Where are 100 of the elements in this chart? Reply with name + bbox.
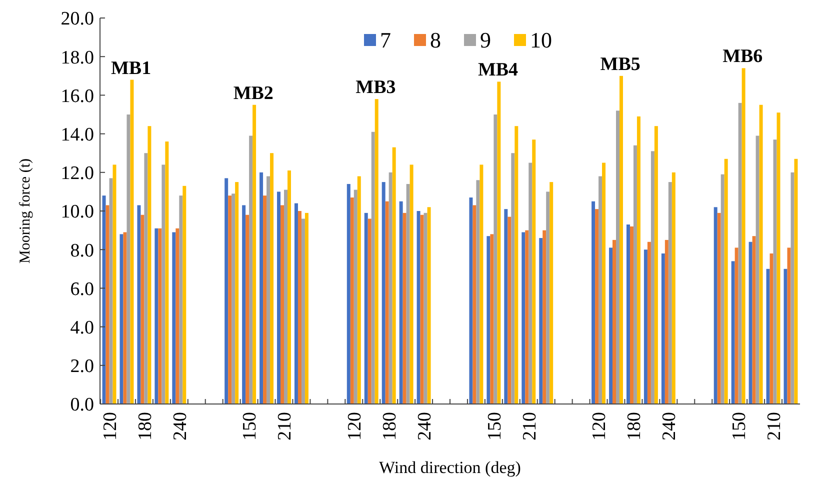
bar <box>106 205 110 404</box>
x-tick-label: 120 <box>344 412 366 440</box>
bar <box>304 212 308 404</box>
bar <box>368 218 372 404</box>
bar <box>514 126 518 404</box>
bar <box>346 184 350 404</box>
bar <box>612 240 616 404</box>
bar <box>270 153 274 404</box>
x-tick-label: 120 <box>100 412 121 440</box>
bar <box>137 205 141 404</box>
y-tick-label: 8.0 <box>70 240 94 262</box>
bar <box>176 228 180 404</box>
bar <box>123 232 127 404</box>
bar <box>298 211 302 404</box>
bar <box>476 180 480 404</box>
bar <box>522 232 526 404</box>
bar <box>647 242 651 404</box>
y-tick-label: 2.0 <box>70 356 94 378</box>
bar <box>734 248 738 404</box>
bar <box>787 248 791 404</box>
bar <box>546 192 550 404</box>
x-tick-label: 150 <box>728 412 750 440</box>
bar <box>266 176 270 404</box>
y-tick-label: 4.0 <box>70 317 94 338</box>
annotation: MB5 <box>600 54 640 75</box>
annotation: MB2 <box>233 82 274 104</box>
bar <box>249 136 253 404</box>
y-tick-label: 14.0 <box>60 124 94 146</box>
bar <box>179 196 183 404</box>
bar <box>102 196 106 404</box>
x-tick-label: 210 <box>519 412 540 440</box>
bar <box>776 112 780 404</box>
bar <box>148 126 152 404</box>
bar <box>354 190 358 404</box>
bar <box>508 216 512 404</box>
legend-label: 10 <box>530 28 552 53</box>
bar <box>364 212 368 404</box>
y-tick-label: 16.0 <box>60 86 94 107</box>
bar <box>112 164 116 404</box>
annotation: MB1 <box>111 58 152 79</box>
bar <box>371 132 375 404</box>
bar <box>636 116 640 404</box>
bar <box>284 190 288 404</box>
bar <box>424 212 428 404</box>
bar <box>399 201 403 404</box>
bar <box>287 170 291 404</box>
bar <box>598 176 602 404</box>
bar <box>714 207 718 404</box>
bar <box>469 197 473 404</box>
bar <box>724 158 728 404</box>
bar <box>672 172 676 404</box>
bar <box>109 178 113 404</box>
bar <box>773 140 777 404</box>
bar <box>595 209 599 404</box>
x-tick-label: 120 <box>589 412 610 440</box>
bar <box>280 205 284 404</box>
legend-label: 7 <box>380 28 391 53</box>
bar <box>650 151 654 404</box>
bar <box>668 182 672 404</box>
bar <box>158 228 162 404</box>
bar <box>602 162 606 404</box>
bar <box>616 110 620 404</box>
bar <box>350 197 354 404</box>
bar <box>385 201 389 404</box>
bar <box>235 182 239 404</box>
bar <box>532 140 536 404</box>
bar <box>357 176 361 404</box>
bar <box>374 99 378 404</box>
bar <box>494 114 498 404</box>
bar <box>759 104 763 404</box>
bar <box>165 142 169 404</box>
bar <box>630 226 634 404</box>
bar <box>224 178 228 404</box>
bar <box>277 192 281 404</box>
bar <box>126 114 130 404</box>
bar <box>497 82 501 404</box>
x-tick-label: 240 <box>414 412 436 440</box>
bar <box>406 184 410 404</box>
bar <box>525 230 529 404</box>
bar <box>609 248 613 404</box>
legend-label: 8 <box>430 28 441 53</box>
bar <box>504 209 508 404</box>
bar <box>472 205 476 404</box>
x-tick-label: 180 <box>134 412 156 440</box>
bar <box>490 234 494 404</box>
bar <box>644 250 648 404</box>
bar <box>550 182 554 404</box>
x-tick-label: 240 <box>659 412 680 440</box>
bar <box>294 203 298 404</box>
bar <box>388 172 392 404</box>
bar <box>252 104 256 404</box>
y-tick-label: 12.0 <box>60 163 94 184</box>
bar <box>162 164 166 404</box>
x-tick-label: 210 <box>764 412 785 440</box>
legend-label: 9 <box>480 28 491 53</box>
bar <box>402 212 406 404</box>
bar <box>748 242 752 404</box>
y-tick-label: 0.0 <box>70 394 94 416</box>
bar <box>420 214 424 404</box>
bar <box>260 172 264 404</box>
